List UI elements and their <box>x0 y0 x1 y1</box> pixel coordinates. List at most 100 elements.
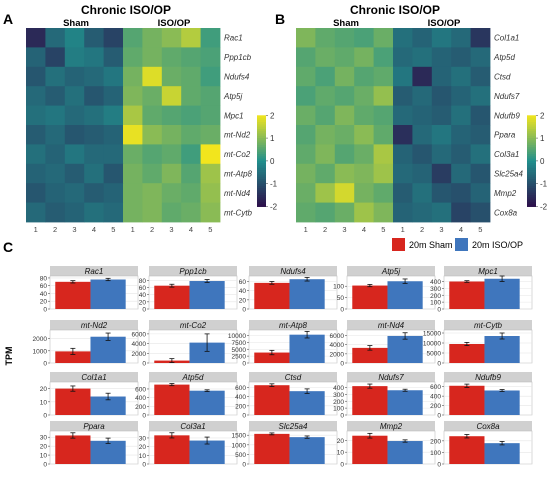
heat-cell <box>142 163 163 184</box>
bar-iso <box>90 396 126 415</box>
heat-cell <box>200 28 221 48</box>
panel-b-title: Chronic ISO/OP <box>350 3 440 17</box>
color-scale-segment <box>257 142 266 146</box>
y-tick-label: 20 <box>40 299 48 306</box>
color-scale-segment <box>527 201 536 205</box>
color-scale-segment <box>527 199 536 203</box>
facet-gene-label: Ppara <box>83 422 105 431</box>
facet-strip <box>249 372 337 382</box>
heat-cell <box>45 86 66 106</box>
color-scale-segment <box>527 147 536 150</box>
heat-cell <box>26 125 46 145</box>
facet-gene-label: mt-Nd4 <box>378 321 405 330</box>
column-label: 5 <box>478 225 482 234</box>
heat-cell <box>296 163 316 184</box>
heat-cell <box>451 163 471 184</box>
row-label: Ppara <box>494 131 516 140</box>
heat-cell <box>393 28 413 48</box>
color-scale-segment <box>257 131 266 135</box>
heat-cell <box>393 163 413 184</box>
heat-cell <box>373 105 394 126</box>
bar-sham <box>55 351 91 363</box>
y-tick-label: 6000 <box>330 333 345 340</box>
heat-cell <box>354 66 374 87</box>
color-scale-segment <box>527 185 536 189</box>
y-tick-label: 5000 <box>427 351 442 358</box>
heat-cell <box>64 144 85 165</box>
row-label: Mpc1 <box>224 111 244 120</box>
y-tick-label: 40 <box>40 291 48 298</box>
heat-cell <box>431 202 452 223</box>
heat-cell <box>354 86 374 106</box>
y-axis-label-tpm: TPM <box>4 347 14 366</box>
y-tick-label: 2000 <box>330 351 345 358</box>
heat-cell <box>354 105 374 126</box>
facet-strip <box>347 320 435 330</box>
heat-cell <box>296 105 316 126</box>
heat-cell <box>64 86 85 106</box>
facet-Col3a1: Col3a1 0 10 20 30 <box>139 421 238 469</box>
color-scale-segment <box>257 192 266 196</box>
color-scale-segment <box>527 195 536 198</box>
y-tick-label: 200 <box>135 404 146 411</box>
y-tick-label: 0 <box>340 307 344 314</box>
heat-cell <box>393 125 413 145</box>
y-tick-label: 4000 <box>132 341 147 348</box>
heat-cell <box>181 144 201 165</box>
y-tick-label: 0 <box>437 462 441 469</box>
facet-strip <box>149 372 237 382</box>
heat-cell <box>64 202 85 223</box>
facet-strip <box>149 320 237 330</box>
heat-cell <box>412 183 433 203</box>
heat-cell <box>373 66 394 87</box>
heat-cell <box>431 163 452 184</box>
heat-cell <box>161 202 182 223</box>
facet-gene-label: Rac1 <box>85 267 104 276</box>
y-tick-label: 0 <box>43 413 47 420</box>
heat-cell <box>354 47 374 68</box>
facet-strip <box>50 266 138 276</box>
heat-cell <box>431 125 452 145</box>
color-scale-segment <box>527 144 536 148</box>
heat-cell <box>451 47 471 68</box>
color-scale-tick-label: 1 <box>540 134 545 143</box>
color-scale-tick-label: -2 <box>540 202 548 211</box>
color-scale-segment <box>257 165 266 169</box>
bar-iso <box>189 342 225 363</box>
heat-cell <box>103 183 124 203</box>
color-scale-segment <box>527 156 536 160</box>
heat-cell <box>84 47 104 68</box>
heat-cell <box>142 86 163 106</box>
row-label: Ndufs4 <box>224 73 250 82</box>
heat-cell <box>393 86 413 106</box>
bar-sham <box>352 386 388 415</box>
heat-cell <box>334 105 355 126</box>
facet-gene-label: Mmp2 <box>380 422 403 431</box>
column-label: 3 <box>72 225 76 234</box>
y-tick-label: 20 <box>139 444 147 451</box>
facet-strip <box>249 266 337 276</box>
color-scale-segment <box>527 163 536 166</box>
y-tick-label: 200 <box>430 438 441 445</box>
bar-sham <box>154 285 190 309</box>
color-scale-segment <box>257 197 266 201</box>
heat-cell <box>393 105 413 126</box>
facet-strip <box>347 266 435 276</box>
color-scale-tick-label: 2 <box>540 111 545 120</box>
y-tick-label: 600 <box>135 386 146 393</box>
heat-cell <box>84 163 104 184</box>
panel-c-letter: C <box>3 239 13 255</box>
heat-cell <box>431 66 452 87</box>
y-tick-label: 0 <box>142 361 146 368</box>
facet-gene-label: Slc25a4 <box>279 422 308 431</box>
heat-cell <box>393 66 413 87</box>
facet-Ndufb9: Ndufb9 0 200 400 600 <box>430 372 533 420</box>
bar-sham <box>449 344 485 363</box>
color-scale-segment <box>257 151 266 155</box>
color-scale-segment <box>257 126 266 130</box>
color-scale-segment <box>257 124 266 128</box>
heat-cell <box>142 183 163 203</box>
heat-cell <box>315 202 336 223</box>
